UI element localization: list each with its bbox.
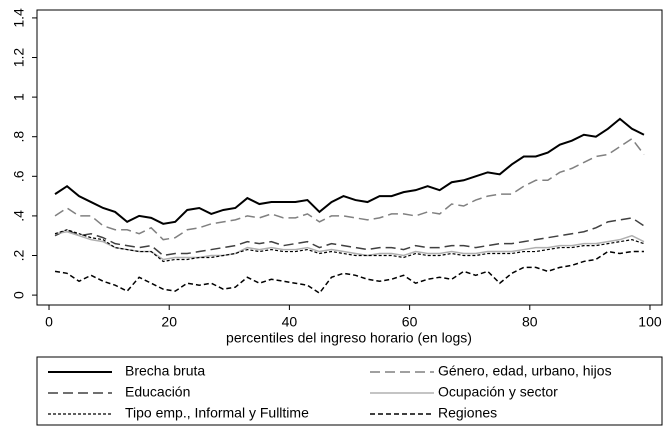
legend-label: Regiones	[438, 405, 497, 421]
series-line	[54, 137, 645, 241]
series-line	[54, 217, 645, 257]
y-tick-label: 1.4	[11, 8, 27, 28]
legend-label: Género, edad, urbano, hijos	[438, 363, 612, 379]
plot-frame	[36, 9, 663, 306]
y-tick-label: 0	[11, 291, 27, 299]
y-tick-label: .6	[11, 170, 27, 182]
y-tick-label: .8	[11, 131, 27, 143]
legend-label: Ocupación y sector	[438, 384, 558, 400]
legend-box	[36, 356, 663, 426]
x-tick-label: 0	[45, 314, 53, 330]
x-tick-label: 20	[161, 314, 177, 330]
y-tick-label: .4	[11, 210, 27, 222]
series-line	[54, 250, 644, 295]
legend-label: Brecha bruta	[125, 363, 205, 379]
x-tick-label: 60	[402, 314, 418, 330]
x-axis-label: percentiles del ingreso horario (en logs…	[226, 330, 472, 346]
x-tick-label: 100	[638, 314, 662, 330]
legend-label: Educación	[125, 384, 190, 400]
series-line	[54, 229, 645, 263]
series-line	[54, 117, 645, 225]
legend-label: Tipo emp., Informal y Fulltime	[125, 405, 309, 421]
series-line	[54, 230, 645, 261]
x-tick-label: 40	[282, 314, 298, 330]
y-tick-label: .2	[11, 249, 27, 261]
x-tick-label: 80	[522, 314, 538, 330]
y-tick-label: 1	[11, 93, 27, 101]
y-tick-label: 1.2	[11, 48, 27, 68]
